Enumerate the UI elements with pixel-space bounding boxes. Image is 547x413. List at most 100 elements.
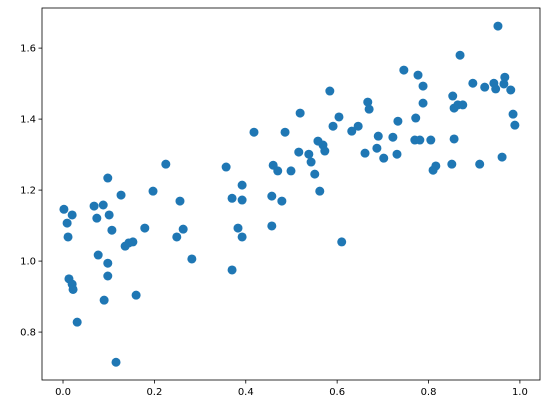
- point: [508, 109, 518, 119]
- point: [93, 250, 103, 260]
- point: [455, 50, 465, 60]
- point: [267, 191, 277, 201]
- point: [334, 112, 344, 122]
- point: [448, 91, 458, 101]
- point: [320, 146, 330, 156]
- axes-frame: [41, 7, 541, 381]
- point: [364, 104, 374, 114]
- point: [426, 135, 436, 145]
- point: [237, 195, 247, 205]
- y-tick-label: 1.0: [20, 257, 36, 268]
- point: [128, 237, 138, 247]
- point: [399, 65, 409, 75]
- point: [98, 200, 108, 210]
- point: [372, 143, 382, 153]
- point: [431, 161, 441, 171]
- point: [286, 166, 296, 176]
- point: [328, 121, 338, 131]
- point: [413, 70, 423, 80]
- point: [304, 149, 314, 159]
- point: [468, 78, 478, 88]
- point: [62, 218, 72, 228]
- point: [103, 258, 113, 268]
- point: [497, 152, 507, 162]
- point: [161, 159, 171, 169]
- point: [103, 271, 113, 281]
- point: [306, 157, 316, 167]
- point: [111, 357, 121, 367]
- y-tick-label: 1.2: [20, 186, 36, 197]
- point: [353, 121, 363, 131]
- point: [249, 127, 259, 137]
- point: [104, 210, 114, 220]
- point: [379, 153, 389, 163]
- x-tick-label: 0.4: [238, 387, 254, 398]
- y-tick-label: 1.6: [20, 44, 36, 55]
- point: [347, 126, 357, 136]
- point: [449, 134, 459, 144]
- point: [360, 148, 370, 158]
- point: [418, 98, 428, 108]
- point: [388, 132, 398, 142]
- point: [418, 81, 428, 91]
- point: [315, 186, 325, 196]
- point: [294, 147, 304, 157]
- point: [59, 204, 69, 214]
- x-tick-label: 0.0: [55, 387, 71, 398]
- point: [63, 232, 73, 242]
- point: [99, 295, 109, 305]
- point: [491, 84, 501, 94]
- point: [221, 162, 231, 172]
- x-tick-label: 0.6: [329, 387, 345, 398]
- point: [131, 290, 141, 300]
- point: [415, 135, 425, 145]
- point: [295, 108, 305, 118]
- point: [187, 254, 197, 264]
- point: [178, 224, 188, 234]
- point: [277, 196, 287, 206]
- x-tick-label: 0.8: [421, 387, 437, 398]
- point: [72, 317, 82, 327]
- point: [148, 186, 158, 196]
- point: [107, 225, 117, 235]
- point: [325, 86, 335, 96]
- y-tick-label: 0.8: [20, 328, 36, 339]
- point: [68, 284, 78, 294]
- point: [480, 82, 490, 92]
- point: [273, 166, 283, 176]
- point: [411, 113, 421, 123]
- y-tick-label: 1.4: [20, 115, 36, 126]
- point: [458, 100, 468, 110]
- x-tick-label: 0.2: [146, 387, 162, 398]
- point: [227, 265, 237, 275]
- point: [227, 193, 237, 203]
- point: [393, 116, 403, 126]
- point: [510, 120, 520, 130]
- point: [233, 223, 243, 233]
- point: [493, 21, 503, 31]
- point: [363, 97, 373, 107]
- point: [506, 85, 516, 95]
- point: [116, 190, 126, 200]
- point: [92, 213, 102, 223]
- point: [172, 232, 182, 242]
- point: [237, 232, 247, 242]
- point: [237, 180, 247, 190]
- point: [500, 72, 510, 82]
- point: [175, 196, 185, 206]
- point: [89, 201, 99, 211]
- point: [267, 221, 277, 231]
- point: [373, 131, 383, 141]
- point: [103, 173, 113, 183]
- x-tick-label: 1.0: [512, 387, 528, 398]
- point: [140, 223, 150, 233]
- point: [67, 210, 77, 220]
- point: [310, 169, 320, 179]
- point: [475, 159, 485, 169]
- point: [499, 79, 509, 89]
- point: [392, 149, 402, 159]
- point: [337, 237, 347, 247]
- point: [280, 127, 290, 137]
- point: [447, 159, 457, 169]
